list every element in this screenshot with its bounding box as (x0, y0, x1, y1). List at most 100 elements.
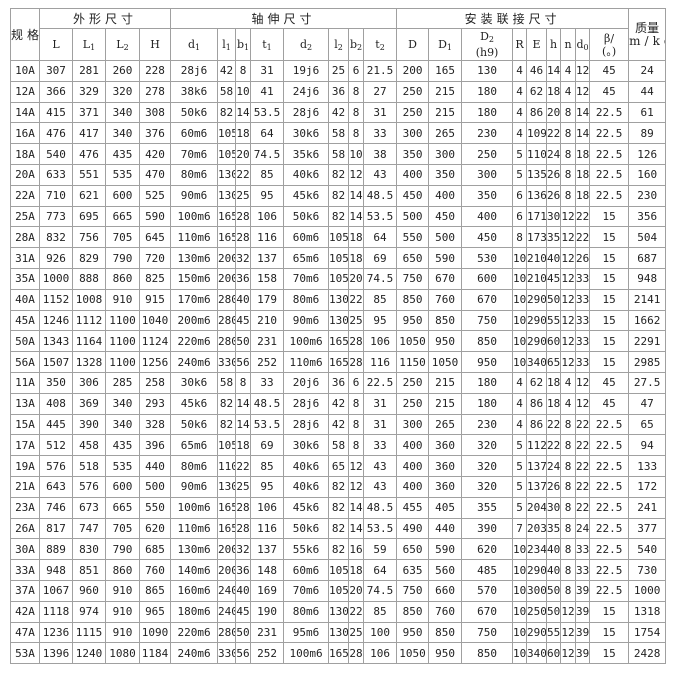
table-cell: 86 (526, 413, 548, 436)
spec-cell: 23A (10, 496, 40, 519)
table-cell: 18 (235, 122, 252, 145)
table-cell: 10 (348, 143, 365, 165)
table-cell: 230 (461, 413, 514, 436)
table-cell: 33 (575, 559, 591, 581)
table-cell: 210 (526, 267, 548, 290)
table-cell: 58 (328, 122, 350, 145)
table-cell: 300 (428, 143, 463, 165)
table-cell: 40 (546, 247, 562, 269)
column-header-symbol: R (515, 38, 523, 51)
column-header-symbol: L (52, 38, 59, 51)
table-cell: 70m6 (283, 267, 330, 290)
table-cell: 15 (589, 621, 630, 644)
table-cell: 485 (461, 559, 514, 581)
column-header-subscript: 1 (243, 42, 250, 52)
table-cell: 105 (328, 267, 350, 290)
table-cell: 15 (589, 247, 630, 269)
table-cell: 105 (328, 247, 350, 269)
table-cell: 376 (138, 122, 172, 145)
table-cell: 165 (328, 330, 350, 353)
table-cell: 8 (560, 517, 577, 540)
table-cell: 200 (217, 538, 237, 561)
table-cell: 790 (105, 247, 140, 269)
table-cell: 621 (72, 184, 106, 207)
spec-cell: 53A (10, 642, 40, 665)
table-cell: 408 (39, 392, 73, 415)
table-cell: 280 (217, 330, 237, 353)
table-cell: 135 (526, 163, 548, 186)
table-cell: 50 (546, 288, 562, 311)
table-cell: 576 (39, 455, 73, 477)
table-cell: 43 (363, 455, 398, 477)
table-cell: 22.5 (363, 371, 398, 394)
column-header-base: t (262, 37, 267, 51)
table-cell: 22 (235, 163, 252, 186)
table-cell: 4 (512, 413, 528, 436)
table-cell: 405 (428, 496, 463, 519)
table-cell: 773 (39, 205, 73, 228)
table-cell: 165 (217, 226, 237, 249)
table-cell: 2428 (628, 642, 667, 665)
table-cell: 45 (589, 60, 630, 82)
column-header: D (396, 28, 430, 61)
column-header-base: l (222, 37, 226, 51)
table-cell: 1080 (105, 642, 140, 665)
table-cell: 28j6 (283, 413, 330, 436)
table-cell: 31 (250, 60, 285, 82)
table-cell: 377 (628, 517, 667, 540)
table-cell: 48.5 (250, 392, 285, 415)
table-cell: 50k6 (170, 413, 219, 436)
table-cell: 45k6 (283, 496, 330, 519)
table-cell: 60 (546, 642, 562, 665)
table-cell: 40k6 (283, 455, 330, 477)
table-cell: 550 (138, 496, 172, 519)
table-cell: 64 (363, 226, 398, 249)
table-cell: 1662 (628, 309, 667, 332)
table-cell: 200 (217, 559, 237, 581)
table-cell: 45 (589, 392, 630, 415)
column-header: R (512, 28, 528, 61)
table-cell: 665 (105, 496, 140, 519)
table-cell: 20 (235, 143, 252, 165)
table-header: 规格 外形尺寸 轴伸尺寸 安装联接尺寸 质量 m/kg LL1L2Hd1l1b1… (10, 8, 667, 61)
table-cell: 1090 (138, 621, 172, 644)
table-cell: 110m6 (170, 226, 219, 249)
table-cell: 8 (560, 413, 577, 436)
table-cell: 850 (396, 288, 430, 311)
group-header-shaft: 轴伸尺寸 (170, 8, 398, 29)
table-cell: 28 (348, 351, 365, 373)
table-cell: 746 (39, 496, 73, 519)
table-cell: 165 (217, 496, 237, 519)
table-cell: 28 (235, 205, 252, 228)
table-cell: 173 (526, 226, 548, 249)
table-cell: 6 (348, 371, 365, 394)
table-cell: 1100 (105, 351, 140, 373)
column-header-base: D (408, 38, 417, 51)
table-cell: 4 (560, 392, 577, 415)
table-row: 53A1396124010801184240m633056252100m6165… (10, 642, 667, 665)
table-row: 11A 350 306 285 258 30k6 58 8 33 20j6 36 6 22.5 250 21… (10, 371, 667, 394)
table-cell: 518 (72, 455, 106, 477)
table-cell: 665 (105, 205, 140, 228)
table-cell: 350 (428, 163, 463, 186)
table-cell: 4 (512, 371, 528, 394)
table-cell: 15 (589, 205, 630, 228)
table-cell: 22.5 (589, 163, 630, 186)
table-cell: 106 (250, 496, 285, 519)
table-cell: 250 (396, 80, 430, 103)
column-header-subscript: 1 (446, 42, 452, 52)
table-cell: 58 (217, 371, 237, 394)
column-header-symbol: d2 (300, 38, 312, 52)
table-cell: 329 (72, 80, 106, 103)
table-cell: 94 (628, 434, 667, 457)
table-cell: 210 (526, 247, 548, 269)
table-cell: 36 (235, 267, 252, 290)
table-cell: 133 (628, 455, 667, 477)
table-cell: 25 (235, 184, 252, 207)
table-cell: 633 (39, 163, 73, 186)
table-cell: 24 (546, 455, 562, 477)
spec-cell: 26A (10, 517, 40, 540)
column-header-symbol: D (408, 38, 417, 51)
table-cell: 35 (546, 226, 562, 249)
